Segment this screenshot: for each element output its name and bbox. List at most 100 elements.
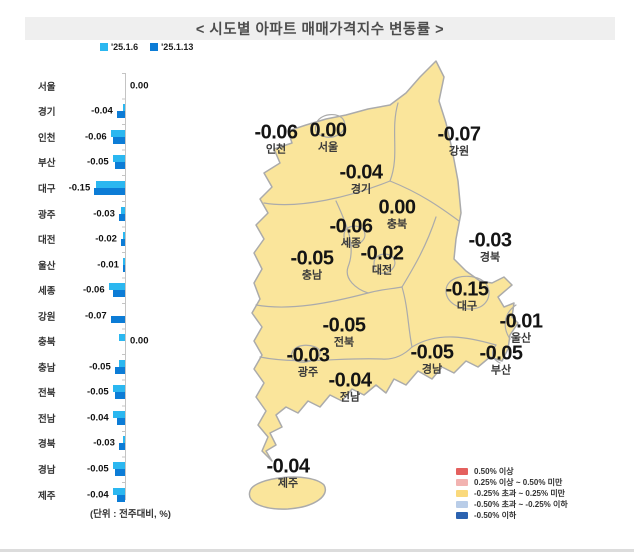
category-label: 강원 (38, 311, 56, 323)
bar-segment (116, 111, 125, 119)
map-region-name: 경기 (350, 183, 372, 196)
map-region-name: 충남 (301, 269, 323, 282)
enclave-sejong (343, 225, 366, 246)
bar-chart-legend: '25.1.6 '25.1.13 (100, 42, 193, 52)
bar-segment (120, 206, 125, 214)
bar-segment (112, 290, 125, 298)
bar-segment (120, 239, 125, 247)
bar-segment (122, 232, 125, 240)
map-label-전남: -0.04 전남 (328, 371, 372, 404)
bar-row-부산: 부산 -0.05 (30, 150, 235, 176)
bar-segment (108, 283, 125, 291)
map-value: -0.07 (437, 123, 481, 146)
map-value: -0.04 (339, 161, 383, 184)
chart-title: < 시도별 아파트 매매가격지수 변동률 > (195, 22, 445, 38)
map-region-name: 경북 (479, 251, 501, 264)
bar-row-전남: 전남 -0.04 (30, 405, 235, 431)
bar-row-경기: 경기 -0.04 (30, 99, 235, 125)
category-label: 경기 (38, 107, 56, 119)
border-busan (491, 344, 501, 364)
value-label: -0.01 (97, 259, 119, 271)
map-legend-label: -0.50% 이하 (474, 511, 517, 520)
category-label: 부산 (38, 158, 56, 170)
legend-label-week1: '25.1.6 (111, 42, 139, 52)
map-region-name: 울산 (510, 332, 532, 345)
map-legend-row: -0.50% 초과 ~ -0.25% 이하 (456, 499, 568, 510)
legend-item-week1: '25.1.6 (100, 42, 138, 52)
category-label: 경북 (38, 439, 56, 451)
zero-axis-line (125, 73, 126, 500)
bar-segment (112, 385, 125, 393)
map-legend-label: -0.50% 초과 ~ -0.25% 이하 (474, 500, 568, 509)
border-gyeonggi-gangwon (389, 102, 399, 182)
category-label: 인천 (38, 132, 56, 144)
map-region-name: 광주 (297, 366, 319, 379)
map-region-name: 대전 (371, 264, 393, 277)
map-region-name: 전남 (339, 391, 361, 404)
map-legend-row: 0.50% 이상 (456, 466, 568, 477)
value-label: -0.03 (93, 437, 115, 449)
map-region-name: 전북 (333, 336, 355, 349)
korea-map: 0.00 서울 -0.06 인천 -0.04 경기 -0.07 강원 0.00 충북 -0.06 세종… (240, 55, 600, 525)
bar-segment (110, 315, 125, 323)
bar-segment (122, 436, 125, 444)
map-legend-label: 0.50% 이상 (474, 467, 514, 476)
bar-segment (118, 213, 125, 221)
map-region-name: 경남 (421, 363, 443, 376)
border-gyeonggi-south (263, 180, 391, 206)
border-gyeongbuk-gyeongnam (411, 336, 497, 348)
bar-row-경남: 경남 -0.05 (30, 456, 235, 482)
value-label: -0.07 (85, 310, 107, 322)
map-label-충남: -0.05 충남 (290, 249, 334, 282)
korea-map-svg (248, 60, 519, 510)
map-label-제주: -0.04 제주 (266, 457, 310, 490)
bar-row-경북: 경북 -0.03 (30, 431, 235, 457)
category-label: 대전 (38, 235, 56, 247)
map-value: -0.06 (254, 121, 298, 144)
bar-segment (116, 494, 125, 502)
category-label: 제주 (38, 490, 56, 502)
bar-segment (114, 162, 125, 170)
map-value: -0.05 (410, 341, 454, 364)
map-label-대구: -0.15 대구 (445, 280, 489, 313)
bar-segment (94, 187, 125, 195)
map-label-부산: -0.05 부산 (479, 344, 523, 377)
category-label: 세종 (38, 286, 56, 298)
value-label: -0.04 (91, 105, 113, 117)
map-region-name: 인천 (265, 143, 287, 156)
category-label: 광주 (38, 209, 56, 221)
legend-label-week2: '25.1.13 (161, 42, 194, 52)
value-label: -0.04 (87, 412, 109, 424)
category-label: 충북 (38, 337, 56, 349)
value-label: 0.00 (130, 80, 149, 92)
map-label-경남: -0.05 경남 (410, 341, 454, 376)
border-chungbuk-gyeongbuk (401, 216, 437, 288)
value-label: 0.00 (130, 335, 149, 347)
value-label: -0.03 (93, 208, 115, 219)
mainland-shape (251, 60, 519, 462)
bar-segment (114, 392, 125, 400)
enclave-seoul (314, 114, 346, 138)
enclave-gwangju (290, 344, 321, 363)
category-label: 전북 (38, 388, 56, 400)
bar-segment (112, 155, 125, 163)
map-region-name: 서울 (317, 141, 339, 154)
map-value: -0.06 (329, 215, 373, 238)
bar-segment (110, 129, 125, 137)
map-value: -0.05 (322, 314, 366, 337)
bar-row-전북: 전북 -0.05 (30, 380, 235, 406)
border-ulsan (504, 304, 517, 340)
enclave-daegu (445, 275, 490, 310)
map-legend-swatch-icon (456, 479, 468, 486)
category-label: 울산 (38, 260, 56, 272)
bottom-divider (0, 549, 634, 552)
map-value: -0.01 (499, 310, 543, 333)
bar-segment (112, 487, 125, 495)
enclave-daejeon (373, 253, 396, 274)
value-label: -0.04 (87, 489, 109, 501)
map-region-name: 부산 (490, 364, 512, 377)
map-legend-swatch-icon (456, 468, 468, 475)
category-label: 경남 (38, 464, 56, 476)
bar-row-제주: 제주 -0.04 (30, 482, 235, 508)
map-legend-row: -0.25% 초과 ~ 0.25% 미만 (456, 488, 568, 499)
